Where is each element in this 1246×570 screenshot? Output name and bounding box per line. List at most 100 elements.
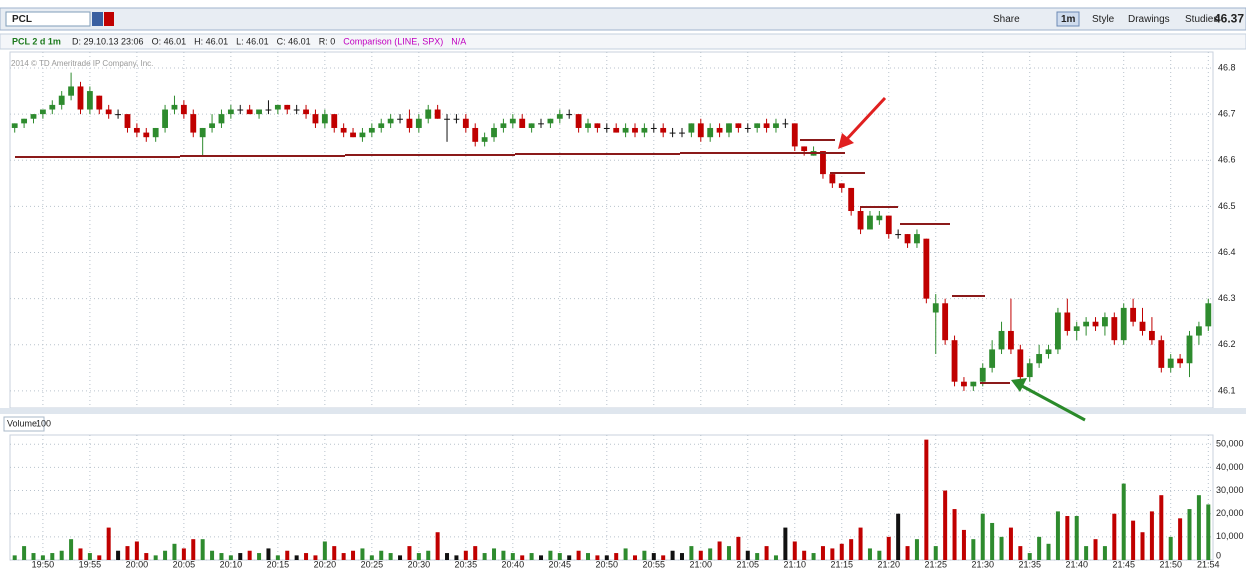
volume-bar: [1196, 495, 1201, 560]
candle-body: [914, 234, 920, 244]
volume-bar: [952, 509, 957, 560]
candle-body: [547, 118, 554, 124]
candle-body: [49, 104, 56, 110]
candle-body: [801, 146, 808, 152]
candle-body: [171, 104, 178, 110]
x-tick-label: 20:30: [408, 559, 431, 569]
candle-body: [406, 118, 413, 128]
candle-body: [180, 104, 187, 115]
candle-body: [1186, 335, 1193, 364]
volume-bar: [435, 532, 440, 560]
volume-bar: [924, 439, 929, 560]
candle-body: [697, 123, 704, 138]
candle-body: [1167, 358, 1174, 368]
volume-bar: [679, 553, 684, 560]
candle-body: [660, 127, 667, 133]
toolbar-button[interactable]: 1m: [1061, 14, 1076, 25]
candle-body: [1026, 363, 1033, 378]
support-lines: [15, 139, 1010, 384]
candle-body: [491, 127, 497, 138]
volume-bar: [1140, 532, 1145, 560]
volume-bar: [745, 550, 750, 560]
x-tick-label: 20:10: [220, 559, 243, 569]
volume-bar: [811, 553, 816, 560]
candle-body: [77, 86, 84, 110]
candle-body: [350, 132, 356, 138]
x-tick-label: 20:35: [455, 559, 478, 569]
symbol-box[interactable]: [5, 11, 91, 27]
candle-body: [115, 114, 121, 116]
candle-body: [867, 215, 873, 230]
volume-bar: [87, 553, 92, 560]
volume-bar: [97, 555, 102, 560]
volume-bar: [1084, 546, 1089, 560]
volume-bar: [172, 543, 177, 560]
volume-bar: [886, 536, 891, 560]
x-tick-label: 21:00: [690, 559, 713, 569]
candle-body: [152, 127, 159, 138]
x-tick-label: 21:30: [971, 559, 994, 569]
volume-bar: [275, 555, 280, 560]
info-item: O: 46.01: [152, 36, 187, 46]
y-tick-label: 46.1: [1218, 385, 1236, 395]
candle-body: [885, 215, 892, 235]
candle-body: [820, 151, 826, 175]
timeframe-box[interactable]: [1056, 11, 1080, 27]
candle-body: [904, 234, 911, 244]
volume-bar: [22, 546, 27, 560]
volume-bar: [332, 546, 337, 560]
x-tick-label: 21:45: [1112, 559, 1135, 569]
volume-bar: [1206, 504, 1211, 560]
candle-body: [1158, 340, 1165, 368]
volume-tick-label: 10,000: [1216, 531, 1244, 541]
volume-bar: [933, 546, 938, 560]
toolbar-button[interactable]: Style: [1092, 14, 1115, 25]
volume-bar: [257, 553, 262, 560]
toolbar-button[interactable]: Share: [993, 14, 1020, 25]
toolbar-button[interactable]: Drawings: [1128, 14, 1170, 25]
volume-bar: [858, 527, 863, 560]
link-button[interactable]: [104, 12, 114, 26]
volume-bar: [125, 546, 130, 560]
volume-bar: [1131, 520, 1136, 560]
symbol-menu[interactable]: [92, 12, 103, 26]
candle-body: [425, 109, 432, 119]
candle-body: [199, 127, 206, 138]
volume-bar: [398, 555, 403, 560]
candle-body: [679, 132, 685, 134]
candle-body: [1083, 321, 1090, 327]
volume-bar: [1093, 539, 1098, 560]
candle-body: [622, 127, 629, 133]
volume-bar: [416, 553, 421, 560]
volume-bar: [134, 541, 139, 560]
toolbar-button[interactable]: Studies: [1185, 14, 1218, 25]
volume-bar: [689, 546, 694, 560]
volume-tick-label: 40,000: [1216, 462, 1244, 472]
volume-bar: [661, 555, 666, 560]
study-label: PCL 2 d 1m: [12, 36, 61, 46]
volume-bar: [990, 522, 995, 560]
volume-bar: [792, 541, 797, 560]
volume-bar: [369, 555, 374, 560]
candle-body: [1102, 317, 1108, 327]
candle-body: [415, 118, 422, 128]
volume-bar: [426, 550, 431, 560]
candle-body: [989, 349, 996, 368]
volume-bar: [557, 553, 562, 560]
volume-bar: [830, 548, 835, 560]
x-tick-label: 21:40: [1065, 559, 1088, 569]
volume-bar: [407, 546, 412, 560]
volume-bar: [116, 550, 121, 560]
volume-bar: [482, 553, 487, 560]
volume-bar: [200, 539, 205, 560]
pane-splitter[interactable]: [0, 408, 1246, 414]
y-tick-label: 46.3: [1218, 293, 1236, 303]
candle-body: [951, 340, 958, 382]
volume-bar: [510, 553, 515, 560]
x-tick-label: 20:50: [596, 559, 619, 569]
volume-bar: [1055, 511, 1060, 560]
candle-body: [368, 127, 375, 133]
